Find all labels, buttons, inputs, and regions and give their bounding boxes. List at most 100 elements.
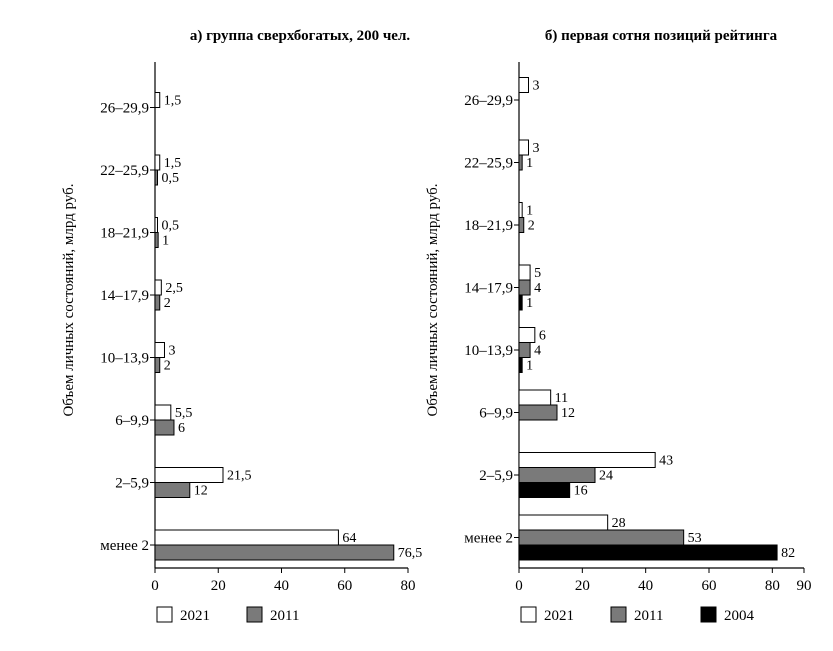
y-axis-label: Объем личных состояний, млрд руб.: [425, 183, 441, 416]
bar-2011: [154, 232, 159, 248]
data-label: 5: [534, 266, 541, 281]
legend-label: 2011: [634, 608, 663, 624]
data-label: 28: [612, 516, 626, 531]
y-tick-label: 6–9,9: [115, 413, 149, 429]
chart-panel-a: а) группа сверхбогатых, 200 чел. Объем ли…: [61, 28, 422, 624]
data-label: 16: [574, 484, 588, 499]
bar-2011: [154, 357, 161, 373]
data-label: 64: [342, 531, 356, 546]
y-tick-label: 6–9,9: [479, 406, 513, 422]
bar-2021: [518, 202, 523, 218]
data-label: 2,5: [165, 281, 183, 296]
data-label: 3: [533, 79, 540, 94]
y-tick-label: 2–5,9: [479, 468, 513, 484]
bar-2011: [154, 544, 395, 561]
bar-2021: [154, 342, 165, 358]
data-label: 1: [162, 234, 169, 249]
x-tick-label: 80: [765, 578, 780, 594]
bar-2004: [518, 294, 523, 311]
y-tick-label: 14–17,9: [100, 288, 149, 304]
bar-2021: [154, 529, 339, 546]
bar-2021: [518, 452, 656, 468]
bar-2011: [518, 279, 531, 296]
bar-2011: [518, 529, 685, 546]
data-label: 21,5: [227, 469, 252, 484]
data-label: 0,5: [162, 219, 180, 234]
x-tick-label: 60: [702, 578, 717, 594]
legend-swatch-2021: [156, 606, 173, 623]
bar-2004: [518, 544, 778, 561]
data-label: 24: [599, 469, 613, 484]
y-tick-label: 10–13,9: [464, 343, 513, 359]
legend-label: 2021: [544, 608, 574, 624]
bar-2021: [518, 389, 552, 406]
data-label: 12: [194, 484, 208, 499]
data-label: 3: [168, 344, 175, 359]
data-label: 4: [534, 344, 541, 359]
bar-2021: [154, 217, 158, 233]
data-label: 5,5: [175, 406, 193, 421]
y-tick-label: менее 2: [464, 531, 513, 547]
bar-2004: [518, 357, 523, 373]
data-label: 0,5: [162, 171, 180, 186]
x-tick-label: 40: [274, 578, 289, 594]
bar-2011: [518, 217, 525, 233]
bar-2021: [518, 264, 531, 281]
legend-swatch-2011: [610, 606, 627, 623]
data-label: 76,5: [398, 546, 423, 561]
x-tick-label: 0: [151, 578, 159, 594]
x-tick-label: 20: [211, 578, 226, 594]
data-label: 1,5: [164, 94, 182, 109]
legend-swatch-2021: [520, 606, 537, 623]
data-label: 1,5: [164, 156, 182, 171]
legend-label: 2011: [270, 608, 299, 624]
data-label: 6: [178, 421, 185, 436]
data-label: 43: [659, 454, 673, 469]
bar-2021: [518, 514, 609, 531]
data-label: 2: [164, 296, 171, 311]
data-label: 11: [555, 391, 568, 406]
bar-2011: [518, 154, 523, 171]
bar-2021: [518, 327, 536, 343]
data-label: 82: [781, 546, 795, 561]
bar-2011: [518, 467, 596, 483]
y-tick-label: 22–25,9: [100, 163, 149, 179]
chart-panel-b: б) первая сотня позиций рейтинга Объем ли…: [425, 28, 812, 624]
x-tick-label: 40: [638, 578, 653, 594]
y-tick-label: 22–25,9: [464, 156, 513, 172]
y-tick-label: 2–5,9: [115, 476, 149, 492]
x-tick-label: 80: [401, 578, 416, 594]
data-label: 1: [526, 156, 533, 171]
data-label: 53: [688, 531, 702, 546]
bar-2021: [154, 279, 162, 296]
bar-2011: [154, 294, 161, 311]
x-tick-label: 90: [797, 578, 812, 594]
bar-2021: [518, 139, 529, 156]
x-tick-label: 60: [337, 578, 352, 594]
y-axis-label: Объем личных состояний, млрд руб.: [61, 183, 77, 416]
bar-2021: [154, 154, 161, 171]
x-tick-label: 20: [575, 578, 590, 594]
bar-2011: [154, 169, 158, 186]
bar-2021: [154, 404, 172, 421]
y-tick-label: 18–21,9: [464, 218, 513, 234]
chart-title: а) группа сверхбогатых, 200 чел.: [190, 28, 411, 44]
x-tick-label: 0: [515, 578, 523, 594]
data-label: 6: [539, 329, 546, 344]
data-label: 1: [526, 204, 533, 219]
y-tick-label: 18–21,9: [100, 226, 149, 242]
y-tick-label: 26–29,9: [464, 93, 513, 109]
y-tick-label: 14–17,9: [464, 281, 513, 297]
legend-label: 2004: [724, 608, 755, 624]
legend-label: 2021: [180, 608, 210, 624]
bar-2021: [518, 77, 529, 93]
data-label: 12: [561, 406, 575, 421]
bar-2004: [518, 482, 571, 498]
bar-2011: [518, 404, 558, 421]
bar-2011: [154, 419, 175, 436]
data-label: 3: [533, 141, 540, 156]
data-label: 1: [526, 359, 533, 374]
data-label: 2: [528, 219, 535, 234]
bar-2011: [154, 482, 191, 498]
